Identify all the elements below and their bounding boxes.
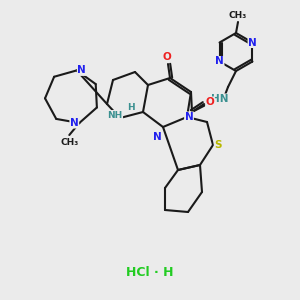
Text: NH: NH: [107, 110, 123, 119]
Text: CH₃: CH₃: [229, 11, 247, 20]
Text: N: N: [70, 118, 79, 128]
Text: N: N: [248, 38, 257, 47]
Text: S: S: [214, 140, 222, 150]
Text: N: N: [153, 132, 161, 142]
Text: O: O: [163, 52, 171, 62]
Text: O: O: [206, 97, 214, 107]
Text: H: H: [127, 103, 135, 112]
Text: N: N: [184, 112, 194, 122]
Text: N: N: [77, 65, 86, 75]
Text: N: N: [215, 56, 224, 67]
Text: HN: HN: [211, 94, 229, 104]
Text: HCl · H: HCl · H: [126, 266, 174, 278]
Text: CH₃: CH₃: [60, 139, 78, 148]
